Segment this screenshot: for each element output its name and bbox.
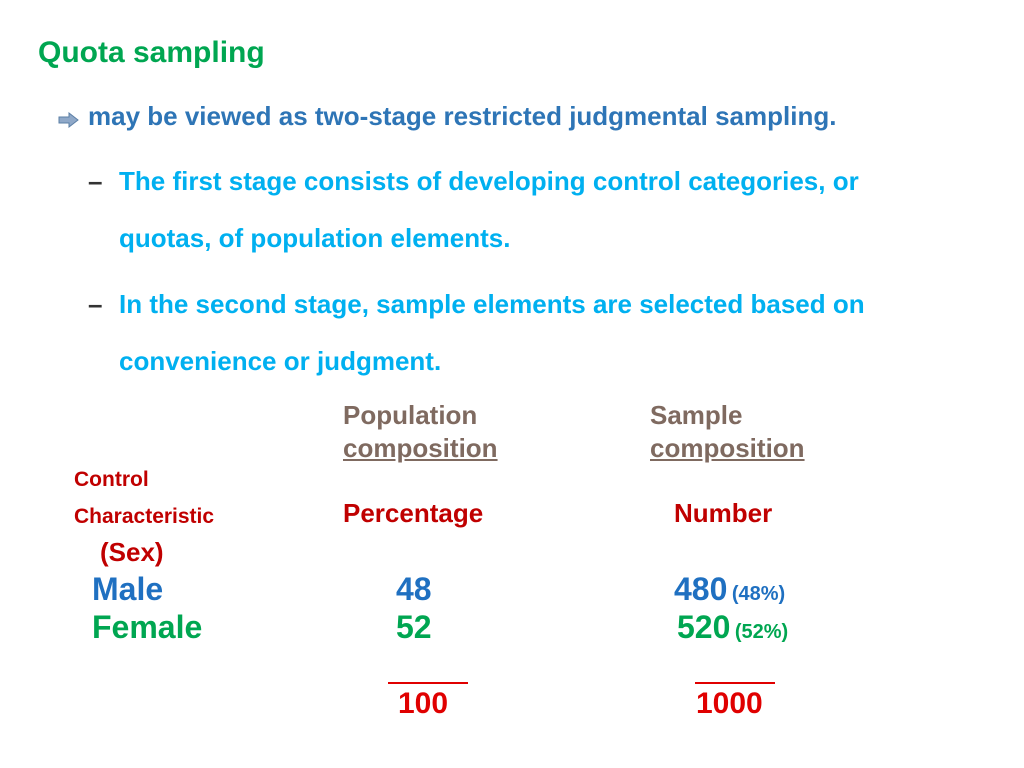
sub-bullet-2-line1: In the second stage, sample elements are… xyxy=(119,289,865,319)
sample-header-line1: Sample xyxy=(650,400,743,430)
control-label-line2: Characteristic xyxy=(74,505,215,528)
number-female: 520 xyxy=(677,609,731,645)
dash-marker: – xyxy=(88,166,103,196)
total-number: 1000 xyxy=(696,687,763,720)
number-pct-female: (52%) xyxy=(734,621,789,643)
row-label-male: Male xyxy=(92,571,164,607)
sum-rule-percentage xyxy=(388,682,468,684)
sub-bullet-1-line1: The first stage consists of developing c… xyxy=(119,166,859,196)
percentage-male: 48 xyxy=(396,571,432,607)
sub-bullet-2-line2: convenience or judgment. xyxy=(119,346,442,376)
dash-marker: – xyxy=(88,289,103,319)
sub-bullet-1-line2: quotas, of population elements. xyxy=(119,223,511,253)
percentage-female: 52 xyxy=(396,609,432,645)
population-header-line1: Population xyxy=(343,400,478,430)
total-percentage: 100 xyxy=(398,687,449,720)
number-label: Number xyxy=(674,498,773,528)
slide-title: Quota sampling xyxy=(38,36,265,69)
percentage-label: Percentage xyxy=(343,498,484,528)
control-label-line1: Control xyxy=(74,468,149,491)
number-male: 480 xyxy=(674,571,728,607)
population-header-line2: composition xyxy=(343,433,498,463)
control-label-line3: (Sex) xyxy=(100,537,164,567)
main-bullet: may be viewed as two-stage restricted ju… xyxy=(88,101,837,131)
arrow-right-icon xyxy=(58,112,79,128)
sum-rule-number xyxy=(695,682,775,684)
row-label-female: Female xyxy=(92,609,203,645)
sample-header-line2: composition xyxy=(650,433,805,463)
number-pct-male: (48%) xyxy=(731,583,786,605)
